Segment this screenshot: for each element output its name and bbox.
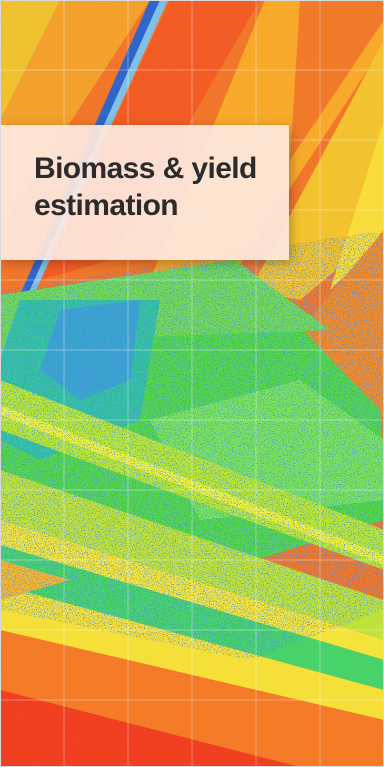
title-line-1: Biomass & yield (34, 152, 257, 185)
title-panel: Biomass & yield estimation (0, 125, 289, 260)
card-title: Biomass & yield estimation (34, 150, 284, 224)
title-line-2: estimation (34, 189, 179, 222)
